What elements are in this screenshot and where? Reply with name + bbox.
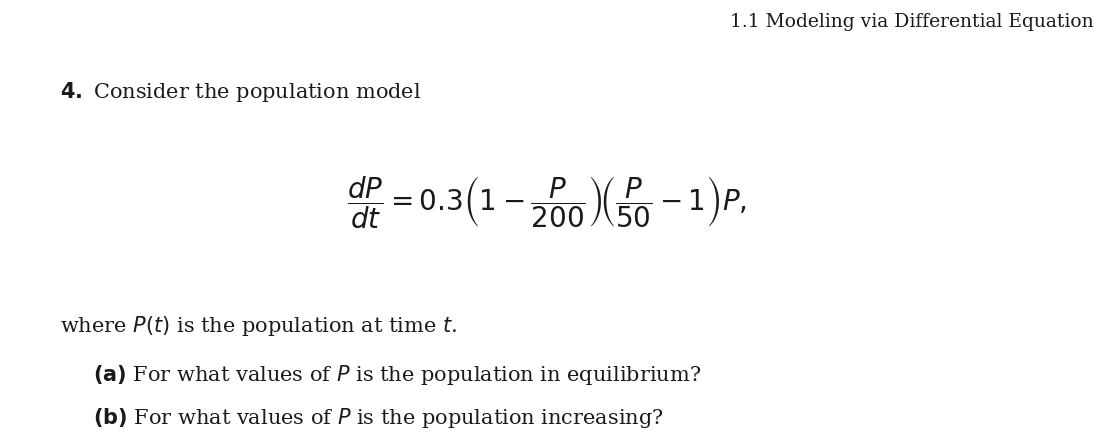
Text: $\mathbf{(b)}$ For what values of $P$ is the population increasing?: $\mathbf{(b)}$ For what values of $P$ is…: [93, 406, 664, 430]
Text: 1.1 Modeling via Differential Equation: 1.1 Modeling via Differential Equation: [731, 13, 1094, 31]
Text: where $P(t)$ is the population at time $t$.: where $P(t)$ is the population at time $…: [60, 314, 457, 339]
Text: $\mathbf{(a)}$ For what values of $P$ is the population in equilibrium?: $\mathbf{(a)}$ For what values of $P$ is…: [93, 363, 701, 388]
Text: $\dfrac{dP}{dt} = 0.3\left(1 - \dfrac{P}{200}\right)\!\left(\dfrac{P}{50} - 1\ri: $\dfrac{dP}{dt} = 0.3\left(1 - \dfrac{P}…: [347, 174, 747, 231]
Text: $\mathbf{4.}$ Consider the population model: $\mathbf{4.}$ Consider the population mo…: [60, 80, 421, 104]
